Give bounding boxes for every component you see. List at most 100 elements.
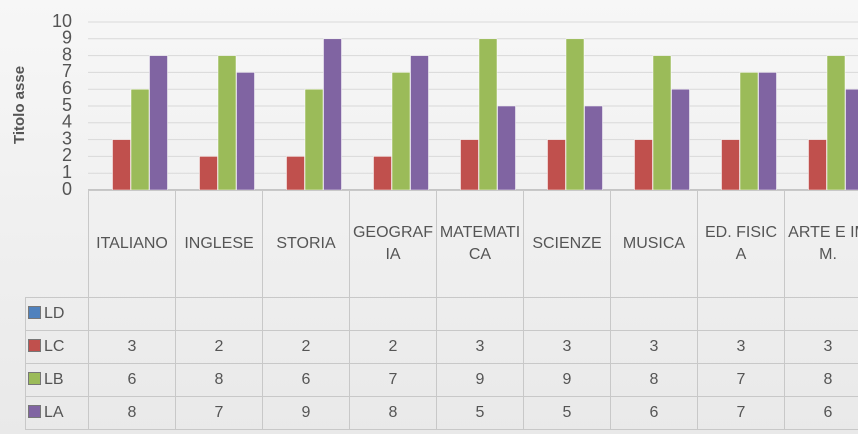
bar (373, 156, 392, 191)
value-cell (262, 297, 350, 331)
bar (547, 139, 566, 191)
value-cell (175, 297, 263, 331)
value-cell: 7 (697, 363, 785, 397)
value-cell: 9 (262, 396, 350, 430)
value-cell: 6 (262, 363, 350, 397)
corner-cell (25, 190, 89, 298)
category-label: ED. FISICA (697, 190, 785, 298)
bar (217, 55, 237, 191)
bar (304, 88, 324, 191)
bar (739, 72, 759, 191)
y-tick-label: 5 (62, 95, 72, 115)
value-cell: 3 (88, 330, 176, 364)
value-cell: 7 (175, 396, 263, 430)
category-label: INGLESE (175, 190, 263, 298)
value-cell: 3 (523, 330, 611, 364)
header-row: ITALIANO INGLESE STORIA GEOGRAFIA MATEMATICA… (25, 190, 858, 298)
value-cell: 7 (349, 363, 437, 397)
series-row: LC 3 2 2 2 3 3 3 3 3 (25, 330, 858, 364)
legend-label: LD (44, 305, 65, 322)
category-label: ARTE E IMM. (784, 190, 858, 298)
value-cell: 2 (175, 330, 263, 364)
y-tick-label: 2 (62, 145, 72, 165)
bar (584, 105, 603, 191)
data-table: ITALIANO INGLESE STORIA GEOGRAFIA MATEMATICA… (25, 190, 858, 430)
legend-swatch (28, 306, 41, 319)
series-row: LD (25, 297, 858, 331)
y-tick-label: 0 (62, 179, 72, 199)
category-label: STORIA (262, 190, 350, 298)
y-tick-label: 1 (62, 162, 72, 182)
value-cell: 8 (784, 363, 858, 397)
y-tick-label: 10 (52, 11, 72, 31)
value-cell: 6 (610, 396, 698, 430)
legend-label: LB (44, 371, 64, 388)
bar (199, 156, 218, 191)
bar (652, 55, 672, 191)
legend-cell: LC (25, 330, 89, 364)
legend-swatch (28, 372, 41, 385)
value-cell (523, 297, 611, 331)
value-cell (88, 297, 176, 331)
legend-cell: LD (25, 297, 89, 331)
legend-swatch (28, 339, 41, 352)
y-tick-label: 4 (62, 112, 72, 132)
value-cell: 9 (523, 363, 611, 397)
y-tick-label: 7 (62, 61, 72, 81)
series-row: LB 6 8 6 7 9 9 8 7 8 (25, 363, 858, 397)
value-cell: 8 (610, 363, 698, 397)
y-tick-label: 9 (62, 28, 72, 48)
bar (410, 55, 429, 191)
bar (671, 88, 690, 191)
legend-label: LA (44, 404, 64, 421)
bar (758, 72, 777, 191)
legend-cell: LA (25, 396, 89, 430)
bar (497, 105, 516, 191)
bar (286, 156, 305, 191)
value-cell (610, 297, 698, 331)
value-cell (349, 297, 437, 331)
category-label: MUSICA (610, 190, 698, 298)
category-label: SCIENZE (523, 190, 611, 298)
value-cell: 8 (175, 363, 263, 397)
bar (826, 55, 846, 191)
value-cell: 6 (88, 363, 176, 397)
bar (149, 55, 168, 191)
value-cell: 3 (697, 330, 785, 364)
value-cell: 5 (436, 396, 524, 430)
value-cell: 2 (262, 330, 350, 364)
value-cell: 8 (349, 396, 437, 430)
value-cell (784, 297, 858, 331)
legend-cell: LB (25, 363, 89, 397)
value-cell (697, 297, 785, 331)
value-cell: 2 (349, 330, 437, 364)
value-cell: 5 (523, 396, 611, 430)
y-tick-label: 6 (62, 78, 72, 98)
legend-label: LC (44, 338, 65, 355)
bar (478, 38, 498, 191)
value-cell: 7 (697, 396, 785, 430)
bar (112, 139, 131, 191)
category-label: GEOGRAFIA (349, 190, 437, 298)
value-cell: 6 (784, 396, 858, 430)
value-cell: 9 (436, 363, 524, 397)
value-cell: 3 (784, 330, 858, 364)
value-cell (436, 297, 524, 331)
bar (130, 88, 150, 191)
bar (808, 139, 827, 191)
bar (323, 38, 342, 191)
y-axis-title: Titolo asse (11, 66, 28, 144)
category-label: MATEMATICA (436, 190, 524, 298)
bar (845, 88, 858, 191)
value-cell: 3 (436, 330, 524, 364)
legend-swatch (28, 405, 41, 418)
y-tick-label: 3 (62, 128, 72, 148)
value-cell: 8 (88, 396, 176, 430)
bar (391, 72, 411, 191)
bar (460, 139, 479, 191)
bar (565, 38, 585, 191)
value-cell: 3 (610, 330, 698, 364)
bar (236, 72, 255, 191)
